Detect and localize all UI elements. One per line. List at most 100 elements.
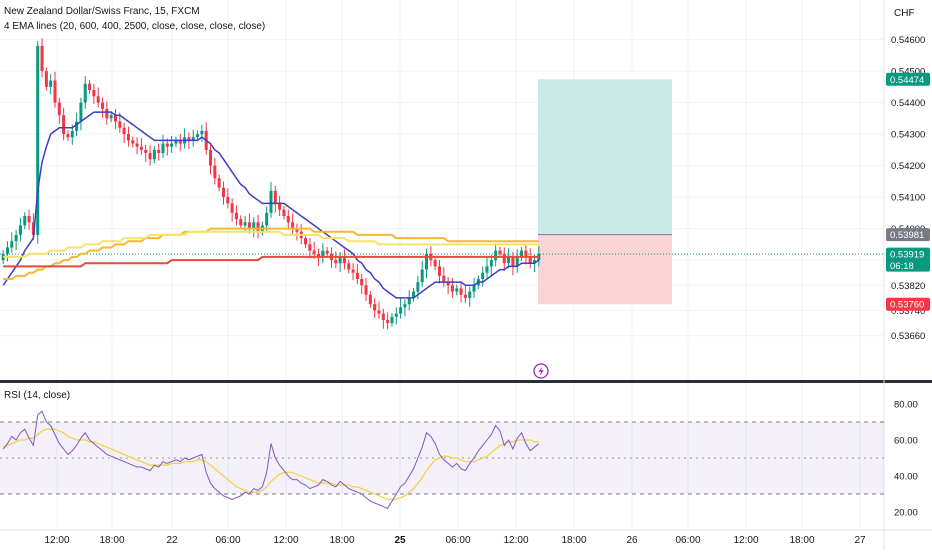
candle-10 — [44, 67, 48, 91]
candle-body — [135, 143, 139, 147]
stop-zone — [538, 234, 672, 305]
candle-body — [489, 260, 493, 267]
time-tick-label-9: 18:00 — [561, 535, 586, 546]
price-tick-label-3: 0.54300 — [891, 130, 925, 141]
candle-54 — [234, 205, 238, 226]
candle-81 — [351, 263, 355, 281]
candle-body — [368, 294, 372, 305]
candle-body — [265, 212, 269, 226]
rsi-legend[interactable]: RSI (14, close) — [4, 390, 71, 401]
time-tick-label-6: 25 — [394, 535, 406, 546]
candle-body — [420, 269, 424, 283]
candle-body — [5, 247, 9, 254]
candle-body — [278, 203, 282, 210]
currency-label[interactable]: CHF — [894, 8, 915, 19]
rsi-tick-label-3: 20.00 — [894, 508, 918, 519]
candle-body — [200, 130, 204, 135]
time-tick-label-13: 18:00 — [789, 535, 814, 546]
candle-body — [161, 143, 165, 153]
candle-body — [446, 282, 450, 286]
candle-35 — [152, 146, 156, 164]
candle-63 — [273, 185, 277, 213]
candle-body — [502, 253, 506, 264]
candle-body — [377, 310, 381, 314]
candle-104 — [450, 277, 454, 298]
candle-124 — [537, 246, 541, 267]
candle-body — [498, 250, 502, 254]
candle-body — [247, 222, 251, 229]
candle-body — [144, 149, 148, 153]
candle-13 — [57, 97, 61, 125]
candle-115 — [498, 246, 502, 258]
candle-65 — [282, 205, 286, 220]
candle-body — [317, 253, 321, 257]
price-badge-bg — [886, 297, 930, 311]
candle-body — [131, 140, 135, 144]
candle-106 — [459, 282, 463, 303]
candle-74 — [321, 243, 325, 264]
ema-20-line — [2, 111, 540, 299]
candle-48 — [209, 144, 213, 175]
candle-15 — [66, 130, 70, 142]
candle-body — [282, 209, 286, 216]
candle-24 — [105, 101, 109, 125]
price-badge-bg — [886, 247, 930, 272]
candle-body — [437, 266, 441, 276]
time-tick-label-1: 18:00 — [99, 535, 124, 546]
candle-body — [425, 253, 429, 270]
candle-97 — [420, 260, 424, 288]
candle-46 — [200, 124, 204, 142]
candle-body — [113, 115, 117, 122]
candle-body — [511, 256, 515, 267]
candle-body — [507, 256, 511, 264]
price-badge-label: 0.53919 — [890, 250, 924, 261]
candle-50 — [217, 174, 221, 192]
candle-body — [304, 238, 308, 245]
candle-body — [226, 197, 230, 204]
candle-94 — [407, 290, 411, 311]
candle-body — [88, 83, 92, 90]
price-badge-bg — [886, 72, 930, 86]
candle-body — [27, 216, 31, 223]
candle-body — [174, 140, 178, 144]
candle-40 — [174, 136, 178, 148]
candle-5 — [23, 212, 27, 230]
candle-body — [196, 134, 200, 138]
candle-body — [213, 165, 217, 179]
candle-111 — [481, 266, 485, 287]
candle-body — [148, 153, 152, 160]
grid-lines — [0, 0, 884, 530]
price-badge-1: 0.53981 — [886, 228, 930, 242]
candle-56 — [243, 216, 247, 234]
candle-107 — [463, 285, 467, 303]
candle-body — [291, 222, 295, 229]
ema-400-line — [3, 230, 539, 258]
indicator-legend[interactable]: 4 EMA lines (20, 600, 400, 2500, close, … — [4, 21, 266, 32]
candle-90 — [390, 313, 394, 327]
candle-62 — [269, 181, 273, 218]
candle-body — [230, 203, 234, 213]
candle-body — [295, 228, 299, 232]
candle-84 — [364, 277, 368, 302]
candle-body — [351, 269, 355, 273]
candle-body — [252, 222, 256, 229]
candle-44 — [191, 129, 195, 147]
candle-body — [286, 216, 290, 223]
candle-67 — [291, 213, 295, 234]
candle-body — [18, 225, 22, 235]
candle-body — [178, 140, 182, 144]
price-axis: 0.54600 0.54500 0.54400 0.54300 0.54200 0.541… — [886, 35, 930, 342]
candle-body — [187, 137, 191, 141]
candle-9 — [40, 38, 44, 78]
candle-body — [122, 127, 126, 135]
candle-77 — [334, 251, 338, 269]
candle-34 — [148, 145, 152, 166]
candle-body — [520, 250, 524, 257]
time-tick-label-5: 18:00 — [329, 535, 354, 546]
candle-body — [325, 250, 329, 254]
symbol-title[interactable]: New Zealand Dollar/Swiss Franc, 15, FXCM — [4, 6, 200, 17]
candle-20 — [88, 79, 92, 94]
candle-body — [312, 250, 316, 254]
